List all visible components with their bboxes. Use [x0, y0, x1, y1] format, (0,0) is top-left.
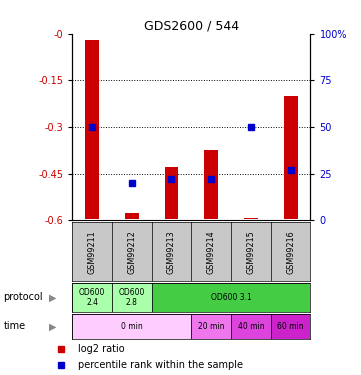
Text: 20 min: 20 min — [198, 322, 225, 331]
Text: 60 min: 60 min — [277, 322, 304, 331]
Text: protocol: protocol — [4, 292, 43, 303]
Text: time: time — [4, 321, 26, 332]
Bar — [204, 150, 218, 219]
Text: GSM99216: GSM99216 — [286, 230, 295, 273]
Text: GSM99213: GSM99213 — [167, 230, 176, 273]
Bar — [165, 168, 178, 219]
Text: OD600
2.8: OD600 2.8 — [118, 288, 145, 307]
Text: percentile rank within the sample: percentile rank within the sample — [78, 360, 243, 370]
Text: ▶: ▶ — [49, 292, 56, 303]
Text: GSM99211: GSM99211 — [88, 230, 96, 273]
Bar — [85, 40, 99, 219]
Text: log2 ratio: log2 ratio — [78, 344, 124, 354]
Title: GDS2600 / 544: GDS2600 / 544 — [144, 20, 239, 33]
Text: ▶: ▶ — [49, 321, 56, 332]
Bar — [191, 314, 231, 339]
Bar — [271, 314, 310, 339]
Text: GSM99214: GSM99214 — [207, 230, 216, 273]
Bar — [72, 283, 112, 312]
Text: GSM99212: GSM99212 — [127, 230, 136, 274]
Text: OD600
2.4: OD600 2.4 — [79, 288, 105, 307]
Text: 40 min: 40 min — [238, 322, 264, 331]
Bar — [231, 314, 271, 339]
Bar — [72, 314, 191, 339]
Text: OD600 3.1: OD600 3.1 — [211, 293, 251, 302]
Bar — [152, 283, 310, 312]
Bar — [284, 96, 297, 219]
Text: GSM99215: GSM99215 — [247, 230, 255, 274]
Bar — [112, 283, 152, 312]
Text: 0 min: 0 min — [121, 322, 143, 331]
Bar — [244, 218, 258, 219]
Bar — [125, 213, 139, 219]
